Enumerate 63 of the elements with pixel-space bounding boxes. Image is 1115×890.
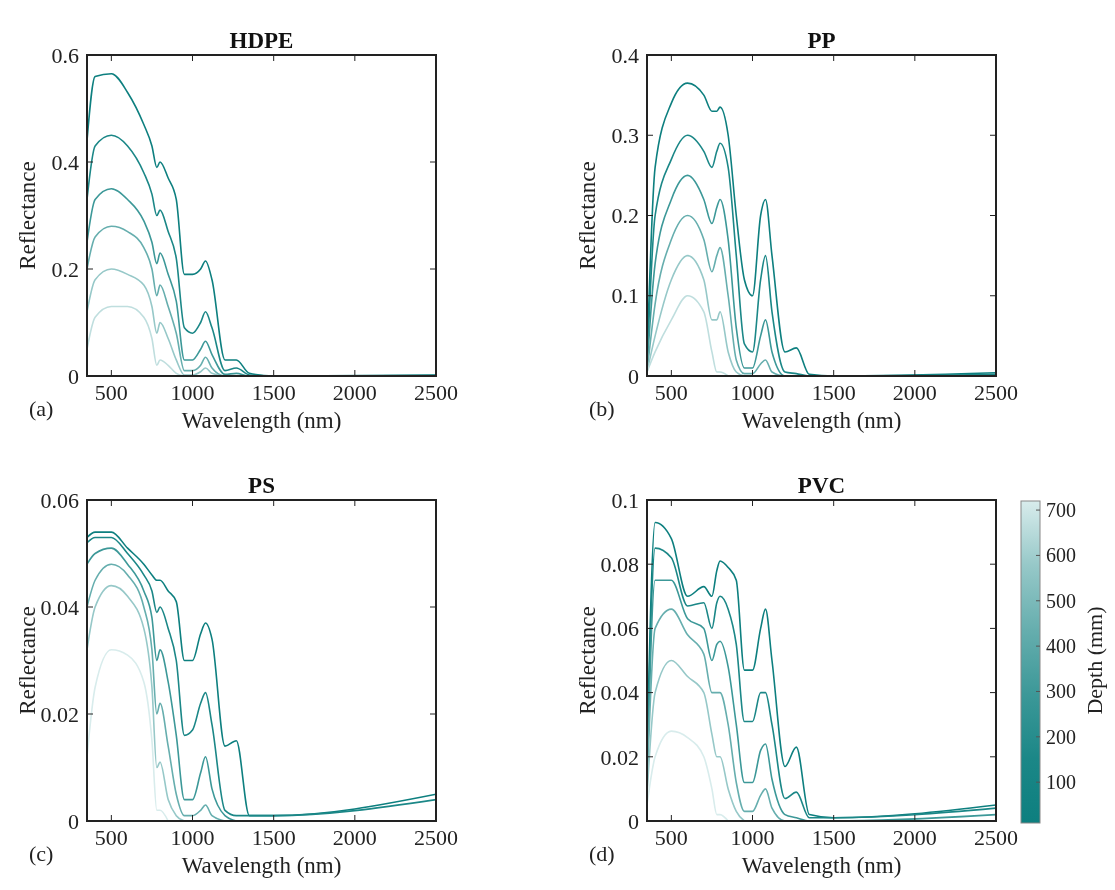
x-tick-label: 2500 [414, 825, 458, 850]
x-tick-label: 2500 [974, 380, 1018, 405]
color-bar-label: 100 [1046, 771, 1076, 794]
y-tick-label: 0.1 [611, 283, 639, 309]
text: (b) [589, 396, 615, 421]
y-tick-label: 0 [68, 808, 79, 834]
y-axis-title: Reflectance [15, 161, 40, 270]
y-tick-label: 0.6 [51, 42, 79, 68]
x-tick-label: 2500 [414, 380, 458, 405]
x-tick-label: 1000 [170, 825, 215, 850]
x-tick-label: 500 [94, 825, 128, 850]
chart-title: PS [248, 473, 275, 498]
x-tick-label: 1000 [730, 825, 775, 850]
y-tick-label: 0 [628, 808, 639, 834]
y-tick-label: 0.04 [600, 680, 639, 706]
x-tick-label: 1500 [811, 825, 856, 850]
y-tick-label: 0.06 [600, 616, 639, 642]
chart-title: PVC [797, 473, 846, 498]
y-tick-label: 0 [68, 363, 79, 389]
x-tick-label: 500 [94, 380, 128, 405]
y-tick-label: 0.4 [611, 42, 639, 68]
x-tick-label: 1000 [730, 380, 775, 405]
y-tick-label: 0.02 [600, 744, 639, 770]
text: (a) [29, 396, 54, 421]
y-tick-label: 0.08 [600, 551, 639, 577]
x-tick-label: 2000 [892, 825, 937, 850]
color-bar-label: 600 [1046, 544, 1076, 567]
y-tick-label: 0.1 [611, 487, 639, 513]
color-bar-title: Depth (mm) [1082, 606, 1107, 715]
chart-title: HDPE [229, 28, 294, 53]
text: (c) [29, 841, 54, 866]
y-tick-label: 0.2 [611, 203, 639, 229]
y-tick-label: 0.2 [51, 256, 79, 282]
y-axis-title: Reflectance [575, 161, 600, 270]
y-tick-label: 0.06 [40, 487, 79, 513]
x-tick-label: 500 [654, 825, 688, 850]
x-tick-label: 2000 [332, 825, 377, 850]
y-axis-title: Reflectance [575, 606, 600, 715]
color-bar-label: 700 [1046, 499, 1076, 522]
x-axis-title: Wavelength (nm) [741, 853, 902, 878]
y-tick-label: 0.4 [51, 149, 79, 175]
y-tick-label: 0.04 [40, 594, 79, 620]
y-tick-label: 0.02 [40, 701, 79, 727]
x-axis-title: Wavelength (nm) [741, 408, 902, 433]
color-bar-label: 200 [1046, 725, 1076, 748]
text: (d) [589, 841, 615, 866]
x-axis-title: Wavelength (nm) [181, 408, 342, 433]
y-tick-label: 0 [628, 363, 639, 389]
x-tick-label: 1000 [170, 380, 215, 405]
color-bar-label: 400 [1046, 635, 1076, 658]
color-bar-label: 500 [1046, 589, 1076, 612]
x-tick-label: 1500 [251, 825, 296, 850]
x-tick-label: 2500 [974, 825, 1018, 850]
x-tick-label: 1500 [251, 380, 296, 405]
y-tick-label: 0.3 [611, 122, 639, 148]
color-bar-label: 300 [1046, 680, 1076, 703]
x-tick-label: 2000 [332, 380, 377, 405]
chart-title: PP [807, 28, 836, 53]
x-tick-label: 500 [654, 380, 688, 405]
y-axis-title: Reflectance [15, 606, 40, 715]
x-tick-label: 2000 [892, 380, 937, 405]
x-tick-label: 1500 [811, 380, 856, 405]
x-axis-title: Wavelength (nm) [181, 853, 342, 878]
